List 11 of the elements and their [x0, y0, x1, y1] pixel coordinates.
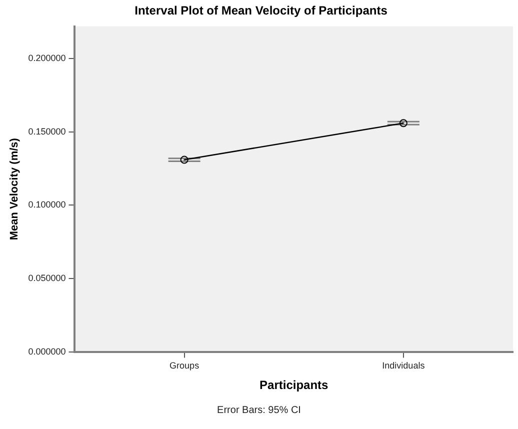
y-axis-title: Mean Velocity (m/s) — [8, 138, 21, 240]
y-tick-label: 0.200000 — [28, 53, 66, 64]
x-axis-title: Participants — [260, 378, 329, 392]
x-tick-label: Groups — [170, 360, 200, 371]
y-tick-label: 0.100000 — [28, 200, 66, 210]
chart-title: Interval Plot of Mean Velocity of Participants — [134, 4, 388, 18]
text: Error Bars: 95% CI — [217, 405, 301, 416]
y-tick-label: 0.150000 — [28, 126, 66, 136]
y-tick-label: 0.000000 — [28, 346, 66, 356]
x-tick-label: Individuals — [382, 360, 426, 371]
y-tick-label: 0.050000 — [28, 272, 66, 283]
